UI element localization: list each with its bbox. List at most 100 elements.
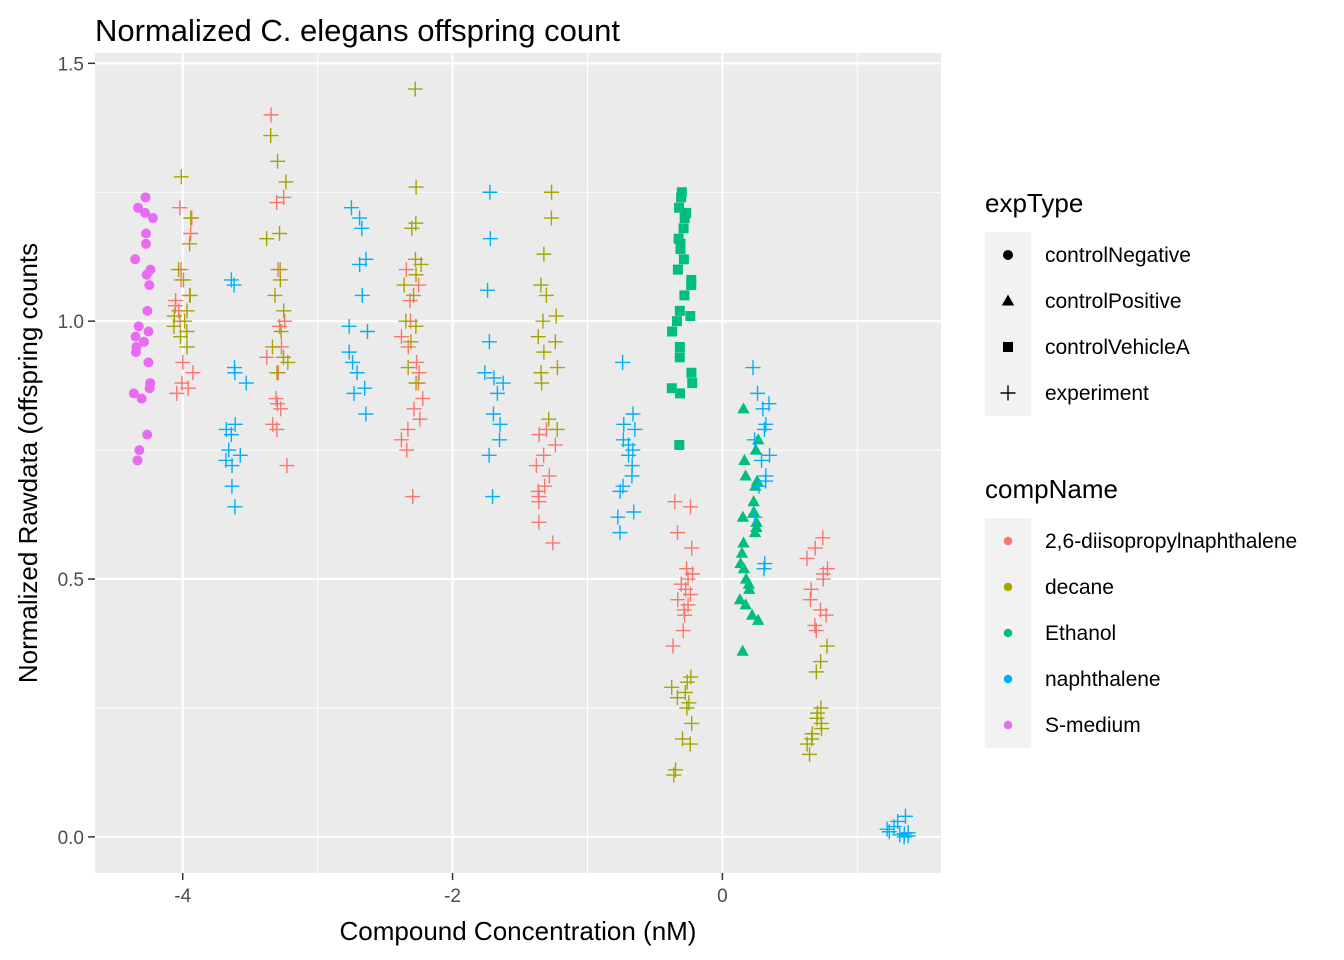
data-point xyxy=(748,526,762,538)
legend-symbol-triangle xyxy=(1001,294,1015,306)
data-point xyxy=(612,525,628,541)
x-tick-label: 0 xyxy=(717,886,728,907)
data-point xyxy=(404,220,420,236)
data-point xyxy=(226,277,242,293)
legend-label: controlNegative xyxy=(1045,244,1191,267)
data-point xyxy=(343,200,359,216)
data-point xyxy=(736,510,750,522)
data-point xyxy=(227,365,243,381)
data-point xyxy=(481,447,497,463)
data-point xyxy=(273,323,289,339)
data-point xyxy=(280,354,296,370)
data-point xyxy=(682,736,698,752)
plot-panel xyxy=(95,53,941,873)
data-point xyxy=(739,469,752,481)
data-point xyxy=(544,184,560,200)
data-point xyxy=(756,561,772,577)
x-axis-title: Compound Concentration (nM) xyxy=(340,916,697,946)
legend-label: controlPositive xyxy=(1045,290,1182,313)
data-point xyxy=(616,416,632,432)
data-point xyxy=(677,607,693,623)
data-point xyxy=(685,311,696,322)
data-point xyxy=(393,432,409,448)
data-point xyxy=(737,536,750,548)
data-point xyxy=(679,290,690,301)
data-point xyxy=(406,401,422,417)
data-point xyxy=(666,767,682,783)
data-point xyxy=(799,736,815,752)
data-point xyxy=(684,715,700,731)
data-point xyxy=(408,179,424,195)
data-point xyxy=(489,385,505,401)
data-point xyxy=(171,262,187,278)
data-point xyxy=(750,520,763,533)
data-point xyxy=(531,494,547,510)
data-point xyxy=(545,535,561,551)
data-point xyxy=(745,360,761,376)
data-point xyxy=(541,468,557,484)
data-point xyxy=(232,447,248,463)
data-point xyxy=(398,262,414,278)
data-point xyxy=(670,592,686,608)
data-point xyxy=(549,421,565,437)
data-point xyxy=(802,746,818,762)
data-point xyxy=(413,256,429,272)
data-point xyxy=(815,530,831,546)
data-point xyxy=(482,184,498,200)
data-point xyxy=(398,313,414,329)
data-point xyxy=(675,243,686,254)
data-point xyxy=(278,174,294,190)
data-point xyxy=(879,821,895,837)
data-point xyxy=(674,731,690,747)
data-point xyxy=(147,213,158,224)
data-point xyxy=(547,334,563,350)
data-point xyxy=(750,385,766,401)
data-point xyxy=(742,577,756,589)
data-point xyxy=(749,443,763,455)
legend-color-swatch xyxy=(1003,536,1013,546)
data-point xyxy=(276,303,292,319)
x-tick-label: -4 xyxy=(174,886,191,907)
data-point xyxy=(733,593,747,605)
data-point xyxy=(130,254,141,265)
chart-title: Normalized C. elegans offspring count xyxy=(95,13,620,48)
data-point xyxy=(530,329,546,345)
legend-label: S-medium xyxy=(1045,714,1141,737)
data-point xyxy=(477,365,493,381)
legend-color-swatch xyxy=(1003,720,1013,730)
data-point xyxy=(264,339,280,355)
data-point xyxy=(671,316,682,327)
data-point xyxy=(674,352,685,363)
data-point xyxy=(737,562,751,574)
legend-color-swatch xyxy=(1003,674,1013,684)
data-point xyxy=(676,192,687,203)
data-point xyxy=(814,721,830,737)
data-point xyxy=(621,447,637,463)
data-point xyxy=(681,207,692,218)
data-point xyxy=(536,246,552,262)
data-point xyxy=(166,318,182,334)
legend-title: compName xyxy=(985,474,1118,504)
data-point xyxy=(412,411,428,427)
legend-color-swatch xyxy=(1003,628,1013,638)
data-point xyxy=(130,331,141,342)
data-point xyxy=(897,808,913,824)
data-point xyxy=(179,303,195,319)
data-point xyxy=(143,357,154,368)
data-point xyxy=(807,540,823,556)
data-point xyxy=(531,427,547,443)
data-point xyxy=(183,226,199,242)
data-point xyxy=(675,623,691,639)
legend-color-swatch xyxy=(1003,582,1013,592)
data-point xyxy=(408,267,424,283)
data-point xyxy=(346,385,362,401)
data-point xyxy=(819,638,835,654)
data-point xyxy=(273,401,289,417)
data-point xyxy=(673,233,684,244)
data-point xyxy=(682,587,698,603)
legend-symbol-circle xyxy=(1003,250,1013,260)
data-point xyxy=(409,354,425,370)
data-point xyxy=(169,385,185,401)
data-point xyxy=(881,824,897,840)
data-point xyxy=(665,638,681,654)
